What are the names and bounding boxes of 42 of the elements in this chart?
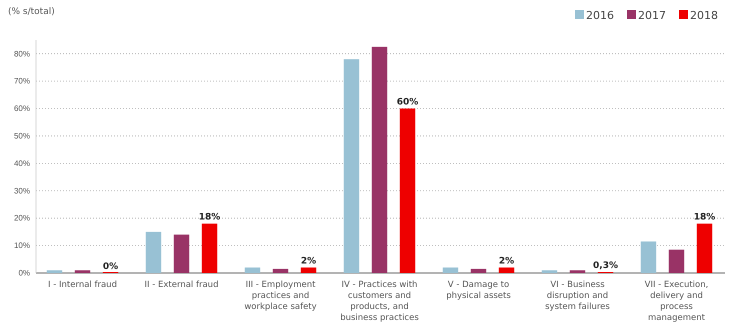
legend-label: 2018 [690,9,718,22]
y-tick-label: 60% [14,104,30,114]
data-label: 60% [396,98,418,108]
x-tick-label: VI - Business disruption and system failures [545,280,610,312]
y-tick-label: 40% [14,158,30,168]
bar [344,59,360,273]
bar [442,268,458,273]
bar [174,234,190,273]
bar [400,108,416,273]
y-tick-label: 10% [14,241,30,250]
bar [272,268,288,273]
y-tick-label: 70% [14,76,30,86]
bar [640,241,656,273]
y-tick-label: 80% [14,49,30,58]
bar [668,250,684,273]
y-tick-label: 0% [18,268,30,278]
legend-label: 2016 [586,9,614,22]
y-tick-label: 30% [14,186,30,196]
data-label: 2% [498,256,514,267]
bar [372,46,388,273]
x-tick-label: IV - Practices with customers and products, and business practices [340,280,420,323]
data-label: 0,3% [593,261,618,272]
data-label: 18% [694,212,716,223]
bar [202,224,218,273]
y-tick-label: 20% [14,214,30,223]
legend-label: 2017 [638,9,666,22]
data-label: 0% [102,262,118,272]
bar [244,268,260,273]
data-label: 2% [300,256,316,267]
x-tick-label: VII - Execution, delivery and process management [644,280,708,323]
bar [470,268,486,273]
y-axis-title: (% s/total) [8,7,55,17]
data-label: 18% [198,212,220,223]
bar [300,268,316,273]
bar [498,268,514,273]
x-tick-label: III - Employment practices and workplace safety [244,280,317,312]
x-tick-label: V - Damage to physical assets [446,280,512,301]
bar [696,224,712,273]
bar [146,232,162,273]
y-tick-label: 50% [14,132,30,140]
x-tick-label: II - External fraud [144,280,218,290]
x-tick-label: I - Internal fraud [48,280,117,290]
